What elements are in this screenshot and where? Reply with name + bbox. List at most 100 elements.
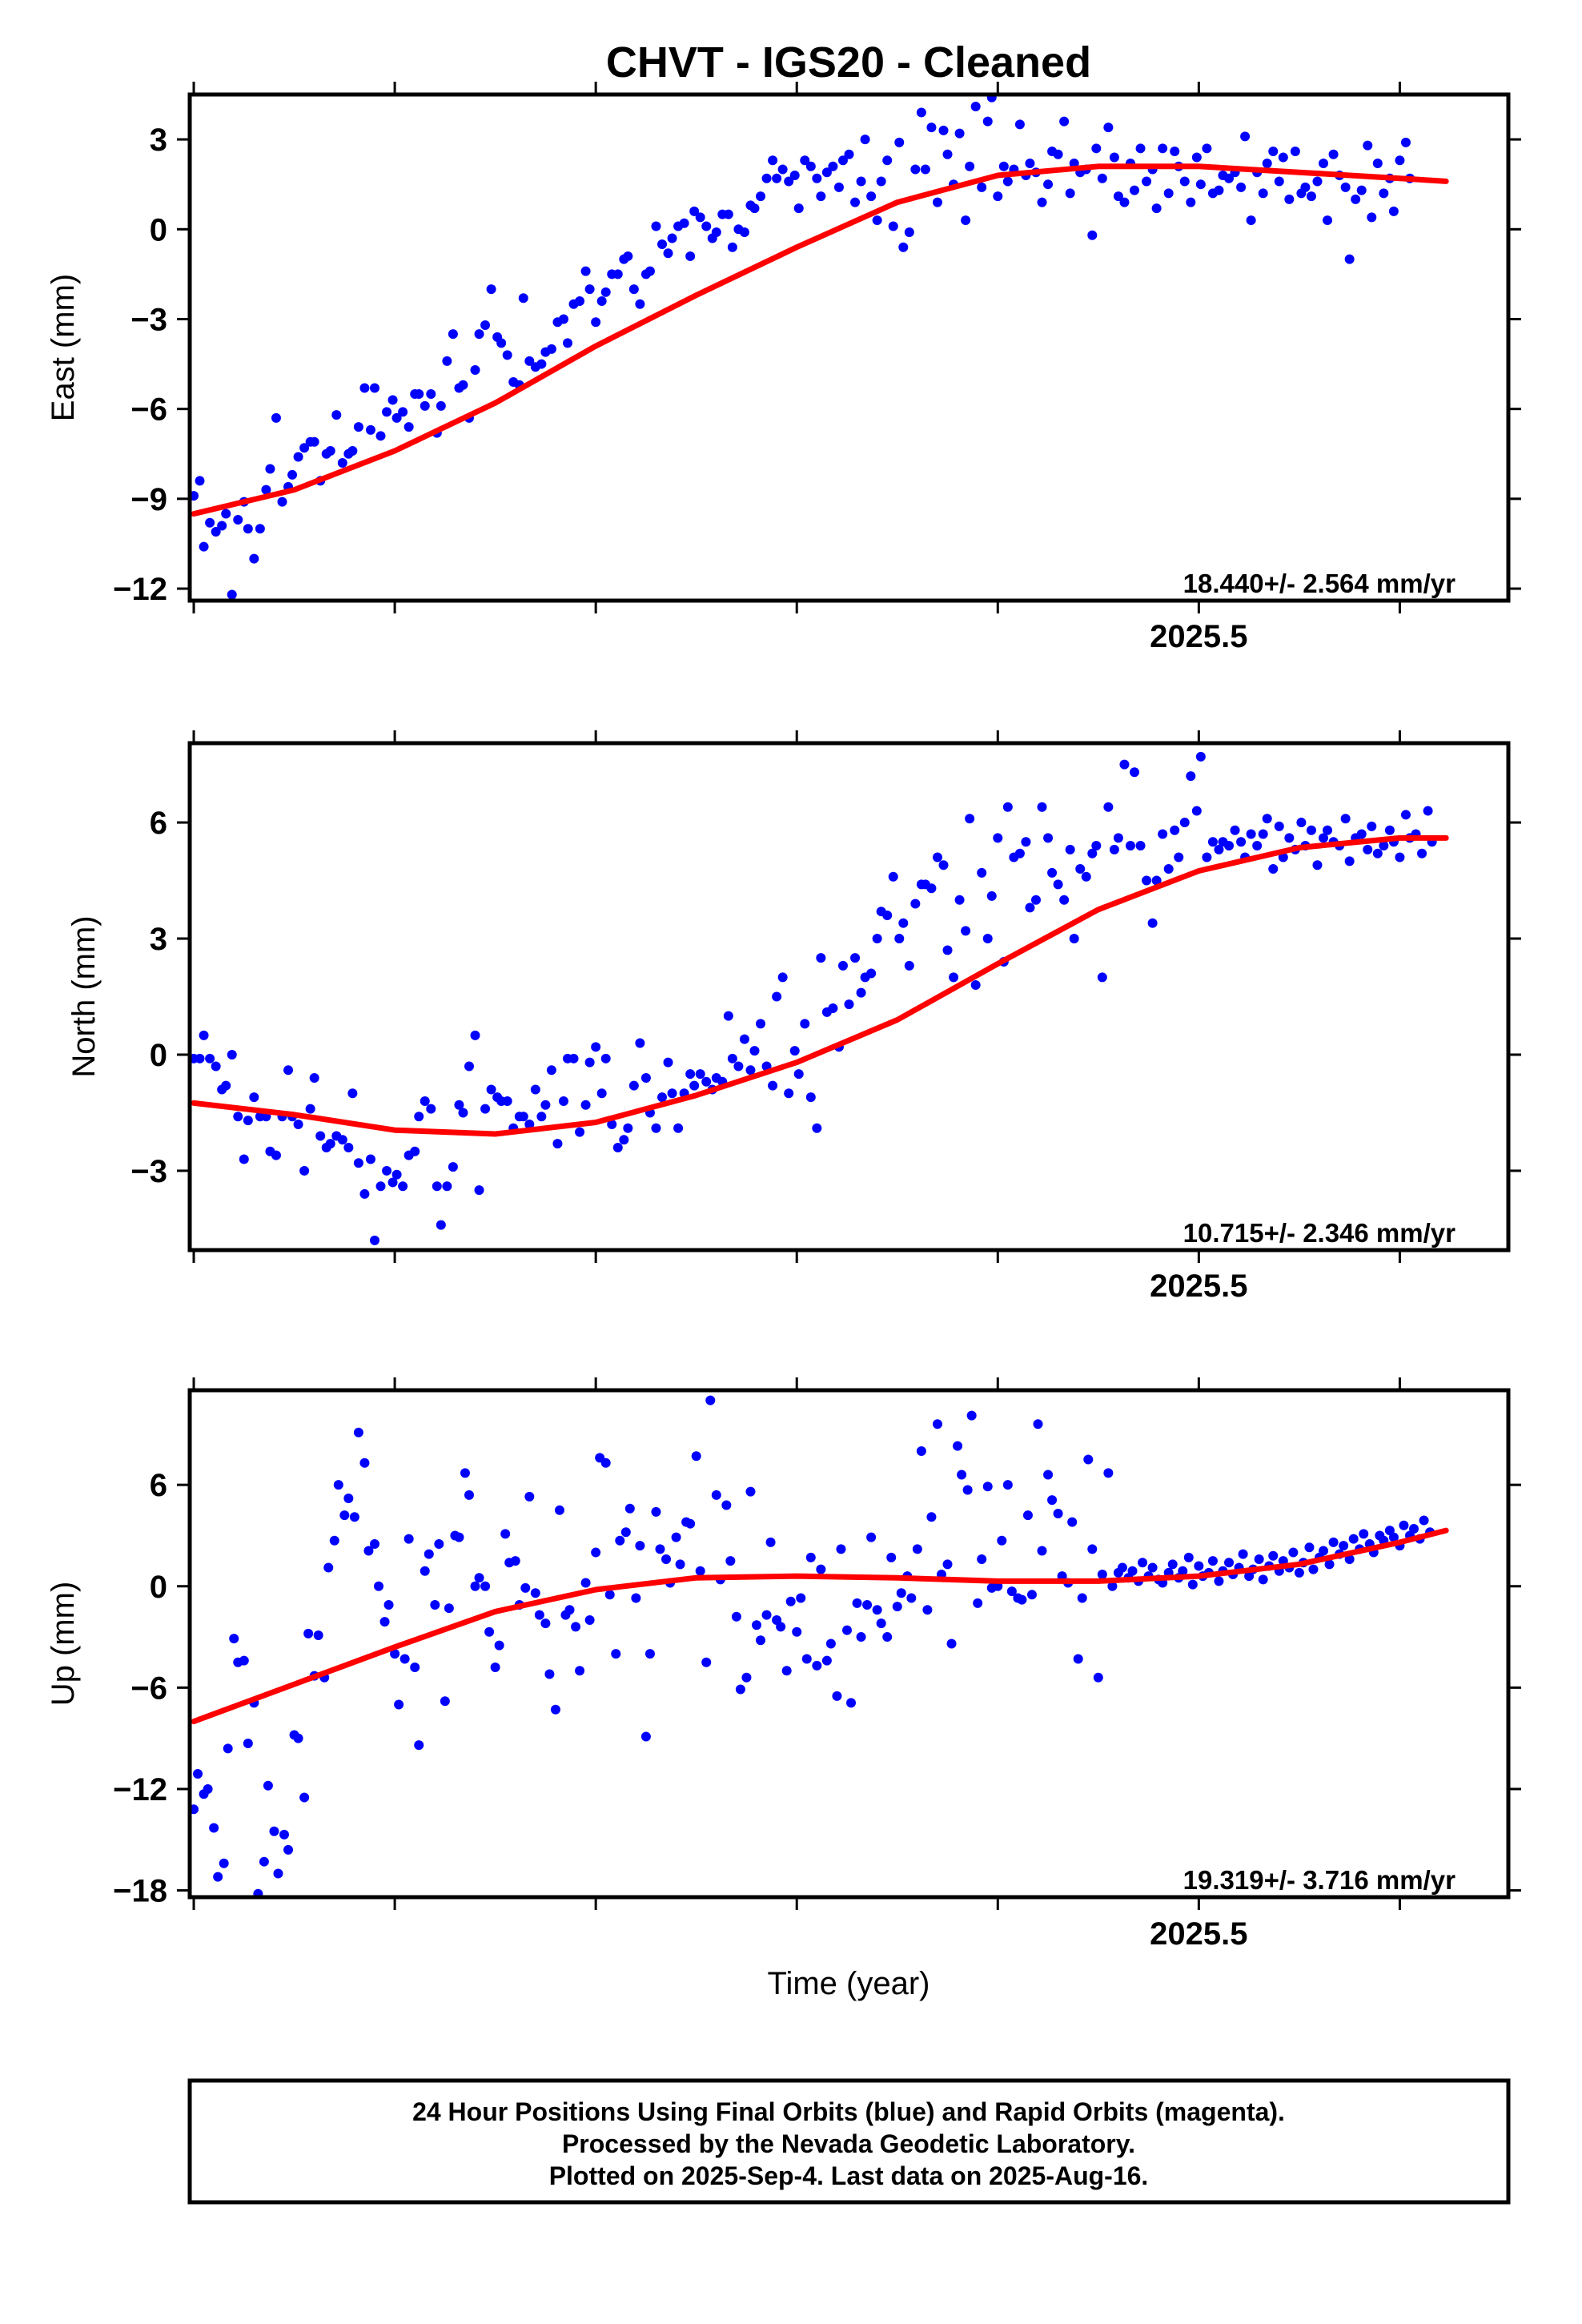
- data-point: [299, 443, 310, 453]
- data-point: [833, 182, 844, 192]
- data-point: [635, 1541, 645, 1551]
- data-point: [745, 1065, 756, 1076]
- data-point: [1014, 848, 1025, 858]
- data-point: [1043, 833, 1054, 843]
- data-point: [756, 191, 766, 202]
- data-point: [657, 239, 668, 249]
- data-point: [701, 1076, 712, 1087]
- y-tick-label: −9: [130, 482, 167, 517]
- data-point: [1388, 1532, 1399, 1542]
- data-point: [1258, 1574, 1268, 1585]
- data-point: [856, 987, 866, 998]
- data-point: [1214, 185, 1224, 195]
- data-point: [387, 395, 398, 405]
- data-point: [1254, 1554, 1264, 1564]
- data-point: [1151, 203, 1162, 214]
- data-point: [1077, 1593, 1087, 1603]
- data-point: [464, 1490, 474, 1500]
- data-point: [1178, 1566, 1188, 1576]
- y-tick-label: −12: [113, 572, 167, 607]
- data-point: [882, 1632, 893, 1642]
- data-point: [347, 1088, 358, 1099]
- data-point: [993, 191, 1003, 202]
- data-point: [1328, 1537, 1339, 1547]
- data-point: [663, 1057, 673, 1068]
- data-point: [1323, 825, 1333, 835]
- data-point: [398, 407, 408, 417]
- data-point: [1274, 176, 1284, 187]
- data-point: [211, 1061, 221, 1072]
- data-point: [816, 953, 826, 963]
- data-point: [954, 895, 965, 905]
- data-point: [821, 1655, 832, 1666]
- data-point: [243, 524, 253, 534]
- data-point: [1025, 159, 1035, 169]
- data-point: [277, 497, 287, 507]
- data-point: [464, 1061, 474, 1072]
- data-point: [876, 176, 886, 187]
- data-point: [325, 446, 335, 456]
- data-point: [480, 1104, 491, 1114]
- data-point: [193, 1768, 203, 1779]
- data-point: [741, 1672, 752, 1683]
- data-point: [410, 1146, 420, 1156]
- data-point: [239, 1154, 249, 1164]
- data-point: [695, 1069, 705, 1080]
- data-point: [1236, 837, 1247, 847]
- data-point: [888, 871, 898, 882]
- data-point: [982, 934, 993, 944]
- data-point: [904, 227, 914, 238]
- data-point: [852, 1598, 862, 1608]
- data-point: [546, 344, 556, 354]
- data-point: [789, 170, 800, 180]
- data-point: [1296, 818, 1307, 828]
- footer-line-3: Plotted on 2025-Sep-4. Last data on 2025…: [549, 2161, 1149, 2190]
- data-point: [932, 1419, 942, 1429]
- data-point: [1379, 841, 1389, 851]
- data-point: [1363, 140, 1373, 151]
- data-point: [1395, 155, 1405, 166]
- data-point: [800, 1019, 810, 1029]
- data-point: [1191, 152, 1202, 163]
- data-point: [1097, 972, 1107, 983]
- data-point: [1258, 188, 1268, 199]
- data-point: [432, 1181, 442, 1192]
- data-point: [337, 457, 347, 468]
- data-point: [1202, 852, 1212, 862]
- y-tick-label: 0: [150, 1570, 167, 1605]
- data-point: [872, 934, 882, 944]
- data-point: [1047, 1495, 1058, 1506]
- data-point: [1033, 1419, 1043, 1429]
- data-point: [1026, 1590, 1037, 1600]
- data-point: [673, 1123, 684, 1133]
- data-point: [701, 221, 712, 231]
- data-point: [299, 1792, 310, 1803]
- panel-east: −12 −9 −6 −3 0 3 2025.5 East (mm) 18.440+/- 2.56…: [46, 82, 1521, 654]
- data-point: [916, 107, 926, 118]
- data-point: [410, 1663, 420, 1673]
- y-axis-label: Up (mm): [46, 1582, 81, 1707]
- data-point: [792, 1626, 802, 1637]
- data-point: [233, 515, 243, 525]
- data-point: [1179, 818, 1190, 828]
- data-point: [1379, 188, 1389, 199]
- data-point: [205, 517, 215, 528]
- data-point: [1294, 1567, 1304, 1578]
- data-point: [243, 1116, 253, 1126]
- data-point: [1109, 844, 1119, 854]
- data-point: [1170, 825, 1180, 835]
- data-point: [420, 1566, 430, 1576]
- data-point: [973, 1598, 983, 1608]
- data-point: [1312, 860, 1323, 870]
- data-point: [255, 524, 265, 534]
- data-point: [942, 945, 953, 955]
- data-point: [837, 155, 848, 166]
- data-point: [1158, 829, 1168, 839]
- data-point: [772, 173, 782, 183]
- data-point: [470, 1030, 480, 1040]
- data-point: [530, 1588, 540, 1598]
- data-point: [494, 1640, 504, 1651]
- data-point: [725, 1556, 736, 1566]
- data-point: [689, 1080, 700, 1091]
- data-point: [1127, 1566, 1138, 1576]
